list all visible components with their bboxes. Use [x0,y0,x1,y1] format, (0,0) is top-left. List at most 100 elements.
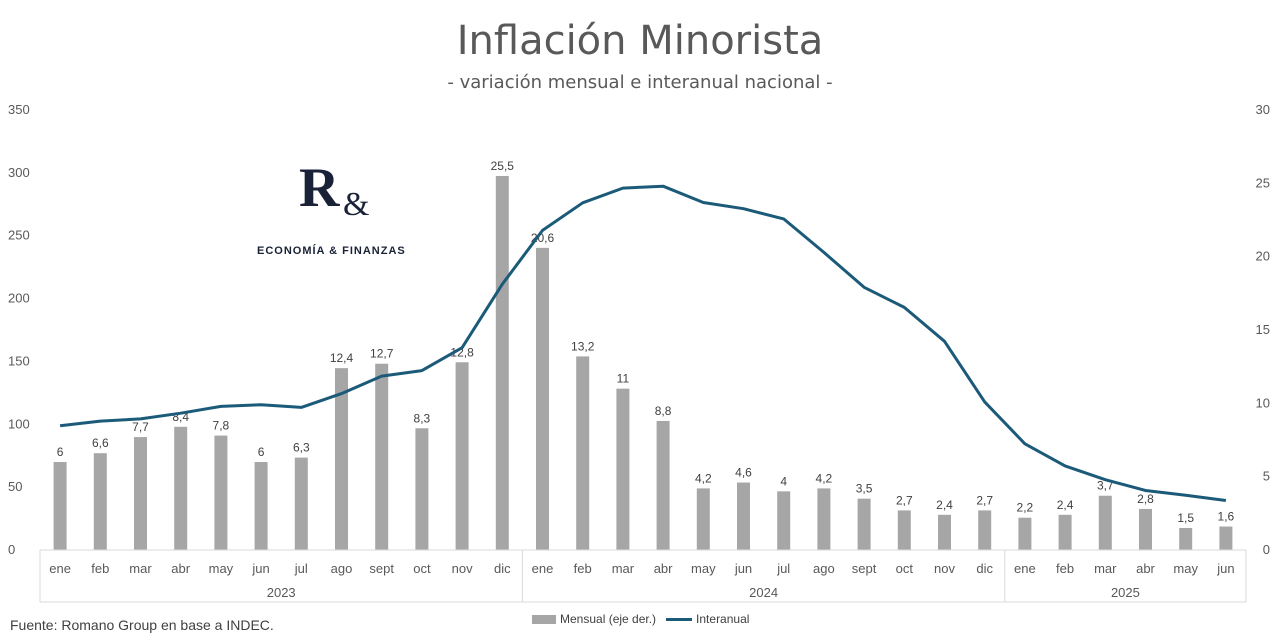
x-tick-label: jun [734,561,752,576]
bar-data-label: 4,6 [735,466,752,480]
source-note: Fuente: Romano Group en base a INDEC. [10,617,274,633]
right-axis-tick: 15 [1256,322,1270,337]
x-tick-label: sept [369,561,394,576]
left-axis-tick: 150 [8,353,30,368]
bar-mensual [1058,514,1072,550]
bar-mensual [214,435,228,550]
brand-logo: R & ECONOMÍA & FINANZAS [255,157,407,260]
bar-data-label: 1,5 [1177,511,1194,525]
x-tick-label: may [1173,561,1198,576]
bar-data-label: 1,6 [1218,510,1235,524]
left-axis-tick: 250 [8,228,30,243]
left-axis-tick: 200 [8,291,30,306]
x-tick-label: abr [654,561,673,576]
bar-data-label: 2,4 [936,498,953,512]
bar-mensual [53,462,67,550]
bar-data-label: 4 [780,474,787,488]
left-axis-tick: 300 [8,165,30,180]
bar-mensual [536,247,549,550]
bar-mensual [938,514,951,550]
chart-subtitle: - variación mensual e interanual naciona… [447,72,833,93]
bar-data-label: 11 [617,372,630,386]
x-tick-label: ago [331,561,353,576]
x-tick-label: oct [896,561,914,576]
x-tick-label: may [209,561,234,576]
x-tick-label: feb [1056,561,1074,576]
logo-mark: R [299,157,340,219]
x-tick-label: dic [494,561,511,576]
bar-data-label: 12,7 [370,347,394,361]
bar-data-label: 12,8 [450,345,474,359]
bar-data-label: 4,2 [816,471,833,485]
right-axis-tick: 10 [1256,395,1270,410]
bar-data-label: 2,4 [1057,498,1074,512]
bar-data-label: 8,3 [414,411,431,425]
bar-mensual [1098,495,1112,550]
x-tick-label: feb [91,561,109,576]
bar-mensual [857,498,871,550]
bar-data-label: 8,8 [655,404,672,418]
x-tick-label: jul [294,561,308,576]
logo-text: ECONOMÍA & FINANZAS [257,245,406,257]
x-tick-label: may [691,561,716,576]
x-tick-label: ene [532,561,554,576]
left-axis-tick: 100 [8,416,30,431]
chart-title: Inflación Minorista [456,18,824,64]
right-axis-tick: 25 [1256,175,1270,190]
bar-mensual [656,420,670,550]
x-tick-label: jun [251,561,269,576]
legend-line-swatch [666,617,693,621]
bar-mensual [777,491,791,550]
bar-mensual [1139,508,1152,550]
bar-data-label: 20,6 [531,231,555,245]
legend-bar-swatch [532,614,556,624]
year-label: 2024 [749,585,778,600]
legend-bar-label: Mensual (eje der.) [560,612,657,626]
x-tick-label: ago [813,561,835,576]
bar-mensual [335,368,348,550]
bar-data-label: 6 [258,445,265,459]
bar-mensual [1018,517,1032,550]
x-tick-label: nov [934,561,955,576]
bar-data-label: 2,7 [896,493,913,507]
logo-ampersand: & [343,186,370,223]
right-axis-tick: 30 [1256,102,1270,117]
bar-mensual [696,488,710,550]
bar-data-label: 2,8 [1137,492,1154,506]
bar-data-label: 7,7 [132,420,149,434]
line-interanual [59,184,1227,502]
bar-data-label: 12,4 [330,351,354,365]
x-tick-label: mar [1094,561,1117,576]
x-tick-label: abr [1136,561,1155,576]
x-tick-label: ene [49,561,71,576]
right-axis-tick: 5 [1263,469,1270,484]
bar-mensual [495,176,509,550]
bar-mensual [254,462,268,550]
right-axis-tick: 20 [1256,249,1270,264]
x-tick-label: mar [612,561,635,576]
bar-mensual [415,428,429,550]
x-tick-label: jul [776,561,790,576]
year-label: 2025 [1111,585,1140,600]
x-tick-label: feb [574,561,592,576]
x-tick-label: mar [129,561,152,576]
bar-data-label: 6 [57,445,64,459]
x-tick-label: ene [1014,561,1036,576]
bar-mensual [616,388,630,550]
bar-mensual [375,363,389,550]
bar-data-label: 13,2 [571,339,595,353]
bar-mensual [817,488,831,550]
x-tick-label: oct [413,561,431,576]
x-tick-label: jun [1216,561,1234,576]
x-tick-label: dic [976,561,993,576]
bar-data-label: 6,6 [92,436,109,450]
bar-mensual [294,457,308,550]
left-axis-tick: 50 [8,479,22,494]
bar-mensual [897,510,911,550]
bar-mensual [174,426,188,550]
bar-mensual [134,437,147,550]
bar-mensual [1219,526,1233,550]
bar-mensual [455,362,469,550]
bar-data-label: 2,2 [1017,501,1034,515]
bar-mensual [93,453,107,550]
